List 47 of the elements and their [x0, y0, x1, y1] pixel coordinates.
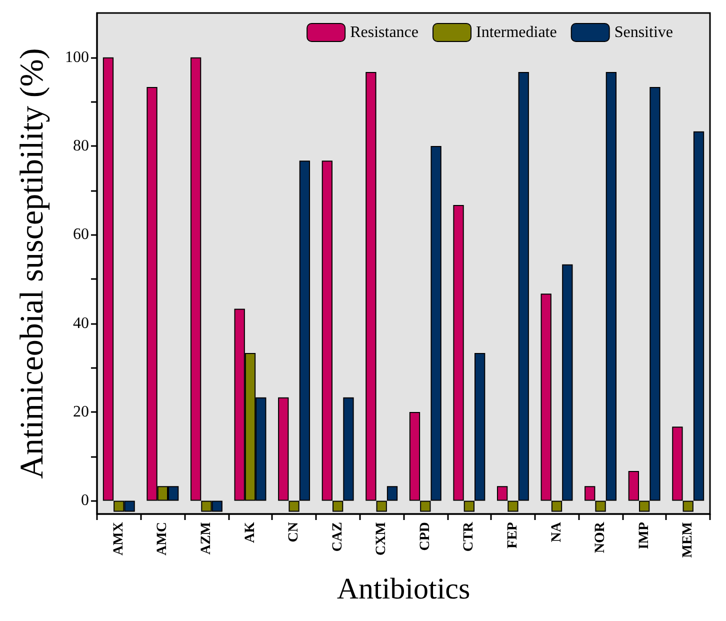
x-tick-label: CPD: [418, 522, 433, 551]
x-tick-label: AZM: [198, 522, 214, 555]
x-tick-label: NOR: [593, 521, 608, 554]
bar: [474, 353, 486, 501]
x-axis-title: Antibiotics: [336, 572, 470, 606]
x-tick-label: IMP: [636, 522, 652, 550]
bar: [299, 160, 310, 501]
bar: [672, 426, 683, 501]
bar: [322, 160, 332, 501]
x-tick-label: CTR: [462, 521, 477, 552]
bar: [343, 397, 354, 501]
bar: [430, 146, 442, 501]
legend-label: Sensitive: [614, 24, 674, 41]
bar: [366, 72, 376, 501]
bar: [540, 294, 552, 501]
x-tick-label: AK: [242, 522, 258, 543]
bar: [584, 486, 596, 501]
bar: [693, 131, 704, 501]
y-tick-label: 20: [73, 404, 89, 421]
bar: [518, 72, 529, 501]
y-tick-label: 40: [73, 314, 89, 332]
bar: [562, 264, 573, 501]
bar: [628, 470, 639, 501]
y-tick-label: 60: [73, 226, 89, 244]
x-tick-label: NA: [549, 521, 564, 542]
bar: [606, 72, 617, 501]
x-tick-label: FEP: [505, 522, 520, 548]
bar: [386, 486, 398, 501]
bar: [190, 57, 202, 501]
y-tick-label: 0: [81, 492, 89, 510]
x-tick-label: CXM: [374, 522, 390, 556]
legend-label: Intermediate: [476, 24, 557, 41]
legend-label: Resistance: [350, 24, 418, 41]
x-tick-label: CN: [286, 522, 302, 542]
y-tick-label: 100: [65, 48, 89, 66]
bar: [409, 412, 420, 501]
bar: [453, 204, 464, 501]
bar: [278, 397, 289, 501]
x-tick-label: AMX: [111, 522, 126, 556]
bar: [496, 486, 508, 501]
y-tick-label: 80: [73, 138, 89, 155]
x-tick-label: CAZ: [330, 522, 346, 552]
bar: [102, 57, 114, 501]
x-tick-label: MEM: [680, 522, 696, 558]
bar: [650, 87, 660, 501]
y-axis-title: Antimiceobial susceptibility (%): [14, 48, 50, 479]
x-tick-label: AMC: [155, 522, 170, 556]
